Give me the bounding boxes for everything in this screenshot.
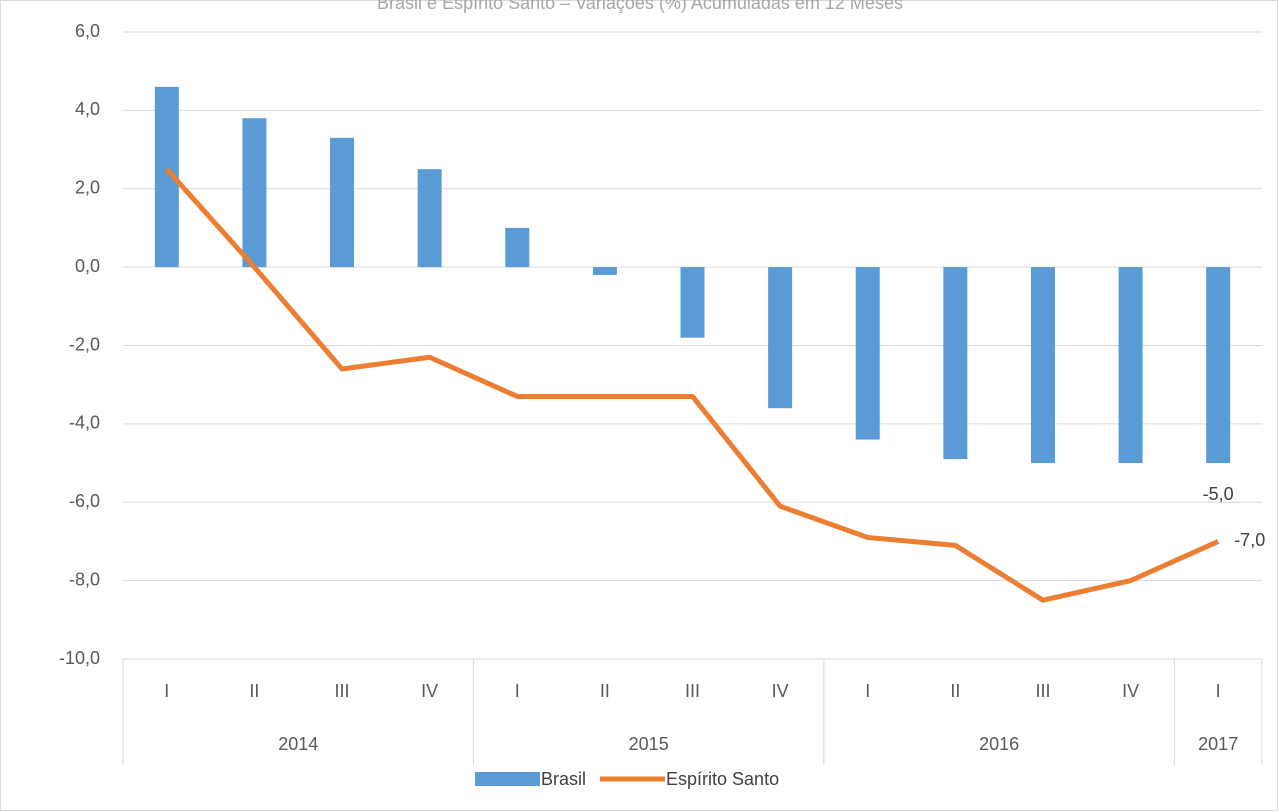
x-tick-label: II	[600, 681, 610, 701]
y-tick-label: -6,0	[69, 491, 100, 511]
legend-label: Espírito Santo	[666, 769, 779, 789]
legend-swatch	[475, 772, 540, 786]
chart-title: Brasil e Espírito Santo – Variações (%) …	[377, 0, 903, 13]
bar	[680, 267, 705, 338]
x-tick-label: I	[164, 681, 169, 701]
x-group-label: 2014	[278, 734, 318, 754]
bar	[505, 227, 530, 268]
x-tick-label: II	[950, 681, 960, 701]
legend-label: Brasil	[541, 769, 586, 789]
y-tick-label: -4,0	[69, 413, 100, 433]
x-group-label: 2016	[979, 734, 1019, 754]
bar	[1030, 267, 1055, 464]
x-tick-label: III	[1035, 681, 1050, 701]
x-tick-label: III	[685, 681, 700, 701]
bar	[592, 267, 617, 275]
x-tick-label: I	[865, 681, 870, 701]
y-tick-label: -8,0	[69, 569, 100, 589]
bar	[242, 118, 267, 268]
x-tick-label: I	[515, 681, 520, 701]
x-tick-label: IV	[1122, 681, 1139, 701]
y-tick-label: -2,0	[69, 334, 100, 354]
bar	[1206, 267, 1231, 464]
x-group-label: 2015	[629, 734, 669, 754]
bar	[943, 267, 968, 460]
bar	[855, 267, 880, 440]
bar	[768, 267, 793, 409]
y-tick-label: 0,0	[75, 256, 100, 276]
bar	[330, 137, 355, 268]
data-label: -7,0	[1234, 530, 1265, 550]
y-tick-label: 4,0	[75, 99, 100, 119]
x-tick-label: III	[335, 681, 350, 701]
y-tick-label: 2,0	[75, 178, 100, 198]
x-tick-label: II	[249, 681, 259, 701]
x-group-label: 2017	[1198, 734, 1238, 754]
y-tick-label: 6,0	[75, 21, 100, 41]
x-tick-label: IV	[772, 681, 789, 701]
x-tick-label: IV	[421, 681, 438, 701]
data-label: -5,0	[1203, 484, 1234, 504]
bar	[417, 169, 442, 268]
y-tick-label: -10,0	[59, 648, 100, 668]
x-tick-label: I	[1216, 681, 1221, 701]
line	[164, 167, 1220, 603]
bar	[1118, 267, 1143, 464]
